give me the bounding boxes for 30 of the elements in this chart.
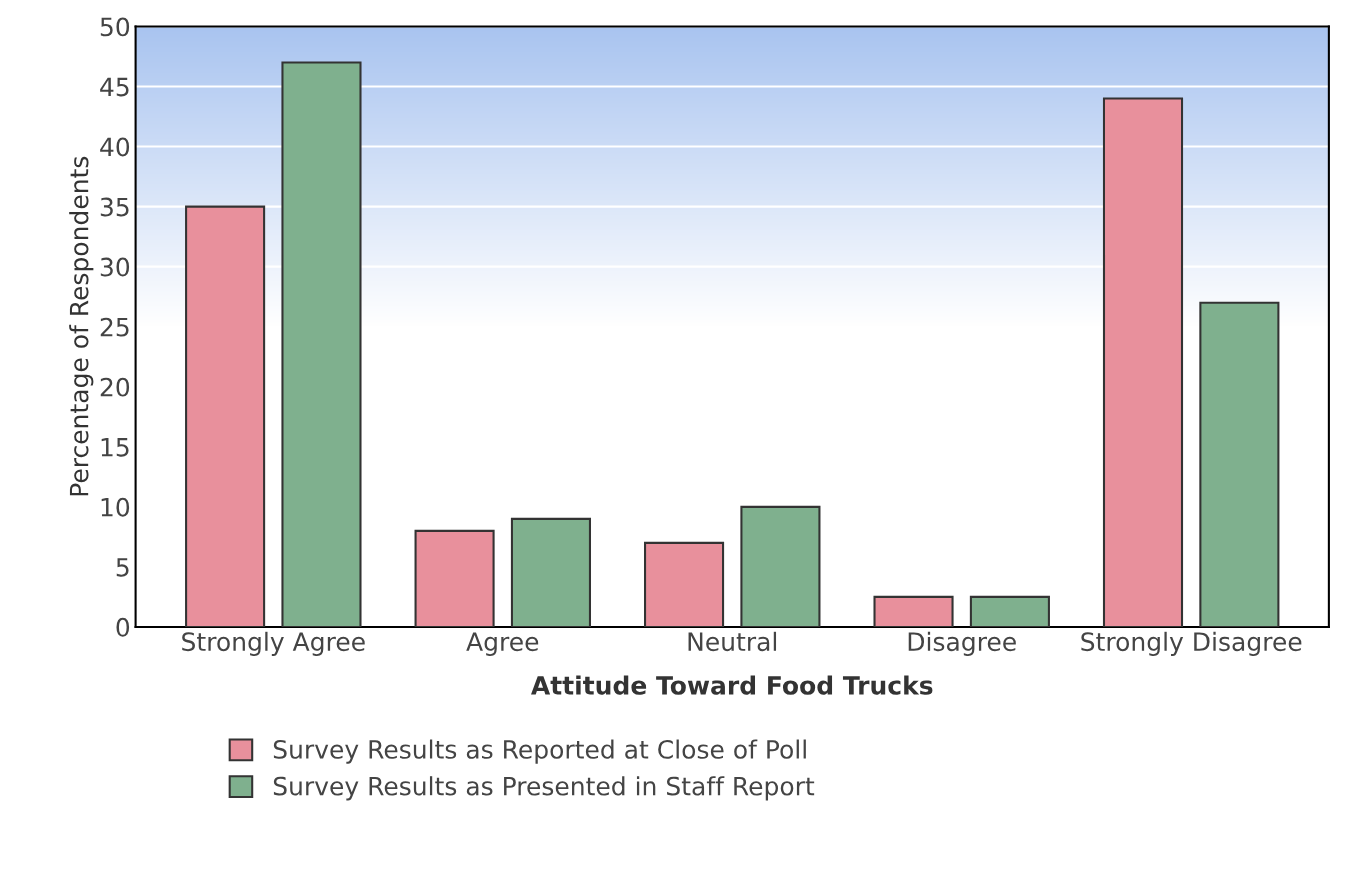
x-tick-label: Neutral [688,631,777,652]
legend-label: Survey Results as Reported at Close of Poll [273,739,806,764]
bar [185,205,266,627]
bar [510,517,591,627]
y-tick-label: 0 [116,617,130,637]
bar [1199,301,1280,627]
bar [281,61,362,627]
bar [740,505,821,627]
y-tick-label: 25 [100,317,129,337]
x-tick-label: Disagree [908,631,1016,656]
bar [873,595,954,627]
bar [414,529,495,627]
y-tick-label: 10 [101,497,130,517]
y-tick-label: 5 [116,558,129,577]
y-tick-label: 50 [100,17,130,37]
x-tick-label: Strongly Disagree [1081,631,1302,656]
legend-label: Survey Results as Presented in Staff Report [273,776,815,801]
y-tick-label: 15 [101,438,129,457]
x-tick-label: Agree [466,632,539,656]
x-axis-title: Attitude Toward Food Trucks [531,675,933,695]
x-tick-label: Strongly Agree [182,631,365,656]
y-tick-label: 45 [100,77,129,97]
y-tick-label: 30 [100,257,130,277]
y-tick-label: 35 [100,197,129,217]
y-tick-label: 20 [100,377,130,397]
y-tick-label: 40 [100,137,130,157]
bar [1102,97,1184,627]
bar [969,595,1050,627]
bar [644,541,725,627]
y-axis-title: Percentage of Respondents [69,156,94,496]
